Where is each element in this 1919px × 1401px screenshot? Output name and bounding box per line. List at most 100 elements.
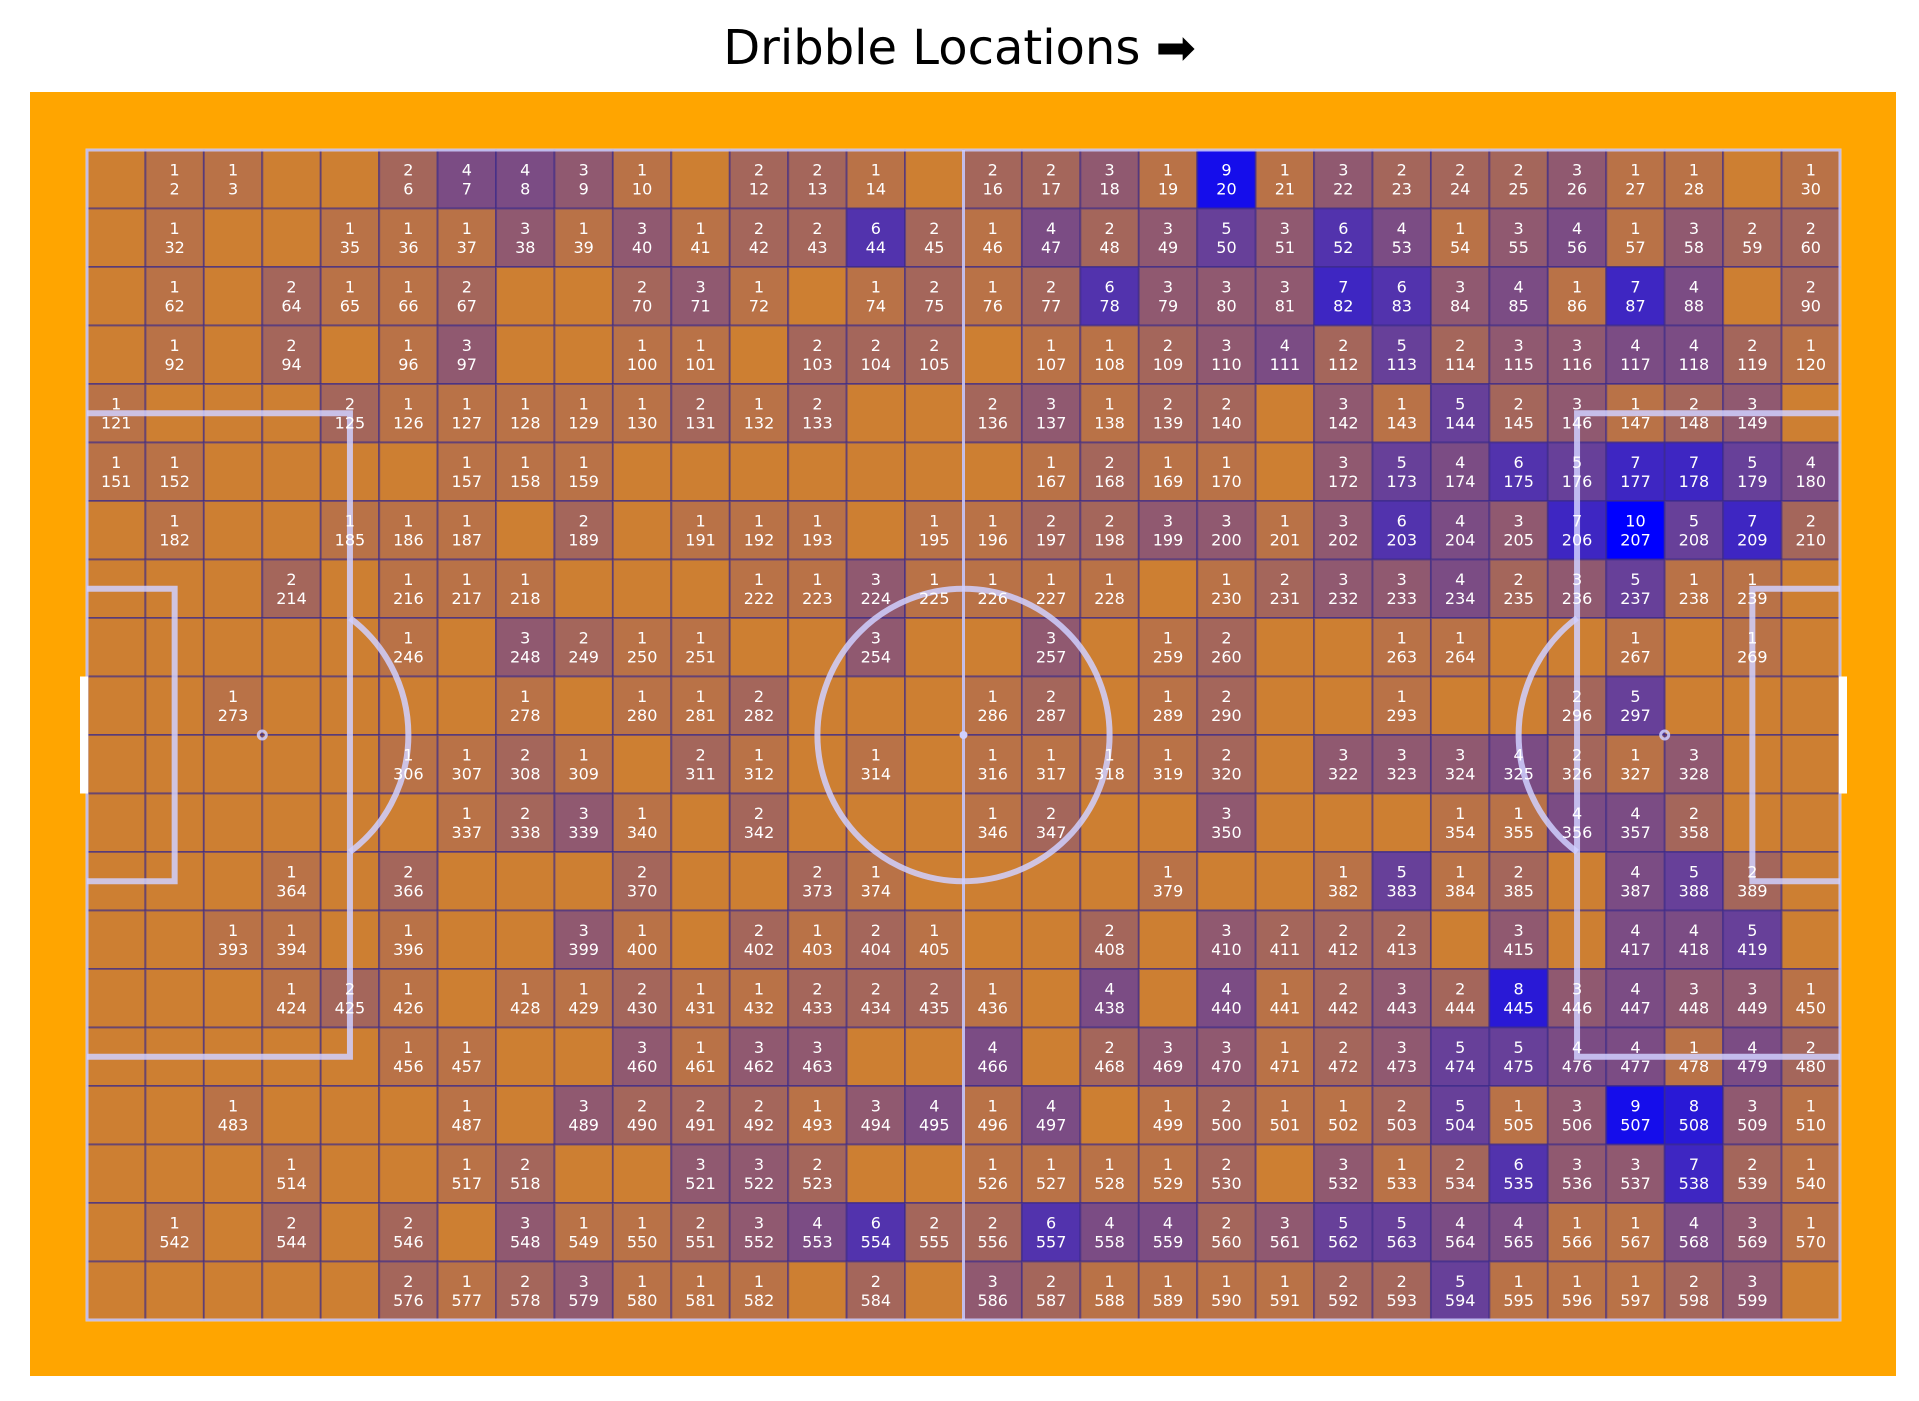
heatmap-cell	[847, 677, 905, 736]
cell-index-label: 411	[1270, 940, 1301, 959]
heatmap-cell	[262, 209, 320, 268]
cell-index-label: 290	[1211, 706, 1242, 725]
cell-count-label: 4	[1221, 979, 1231, 998]
heatmap-cell	[438, 911, 496, 970]
heatmap-cell	[87, 969, 145, 1028]
cell-index-label: 389	[1737, 881, 1768, 900]
cell-index-label: 30	[1801, 179, 1821, 198]
cell-index-label: 322	[1328, 764, 1359, 783]
cell-count-label: 3	[695, 1155, 705, 1174]
cell-count-label: 2	[695, 1096, 705, 1115]
cell-count-label: 2	[871, 979, 881, 998]
cell-count-label: 7	[1338, 277, 1348, 296]
cell-count-label: 4	[1747, 1038, 1757, 1057]
cell-index-label: 314	[861, 764, 892, 783]
cell-count-label: 1	[637, 921, 647, 940]
cell-index-label: 103	[802, 355, 833, 374]
cell-index-label: 328	[1679, 764, 1710, 783]
cell-index-label: 143	[1386, 413, 1417, 432]
cell-count-label: 4	[1689, 336, 1699, 355]
cell-count-label: 1	[1514, 804, 1524, 823]
cell-count-label: 3	[1163, 1038, 1173, 1057]
heatmap-cell	[730, 852, 788, 911]
cell-count-label: 2	[929, 277, 939, 296]
cell-count-label: 2	[1514, 394, 1524, 413]
cell-index-label: 568	[1679, 1232, 1710, 1251]
cell-index-label: 84	[1450, 296, 1470, 315]
cell-count-label: 2	[695, 1213, 705, 1232]
heatmap-cell	[87, 501, 145, 560]
cell-count-label: 3	[988, 1272, 998, 1291]
cell-count-label: 5	[1397, 453, 1407, 472]
cell-count-label: 2	[1338, 1272, 1348, 1291]
cell-index-label: 559	[1153, 1232, 1184, 1251]
cell-index-label: 293	[1386, 706, 1417, 725]
cell-index-label: 490	[627, 1115, 658, 1134]
cell-count-label: 1	[462, 1272, 472, 1291]
cell-index-label: 442	[1328, 998, 1359, 1017]
cell-index-label: 121	[101, 413, 132, 432]
cell-count-label: 4	[1630, 921, 1640, 940]
cell-count-label: 5	[1397, 336, 1407, 355]
cell-count-label: 4	[1689, 277, 1699, 296]
cell-count-label: 2	[1104, 511, 1114, 530]
cell-count-label: 1	[695, 511, 705, 530]
cell-index-label: 469	[1153, 1057, 1184, 1076]
cell-count-label: 3	[754, 1155, 764, 1174]
cell-index-label: 12	[749, 179, 769, 198]
cell-index-label: 40	[632, 238, 652, 257]
cell-index-label: 116	[1562, 355, 1593, 374]
cell-index-label: 178	[1679, 472, 1710, 491]
cell-index-label: 508	[1679, 1115, 1710, 1134]
cell-count-label: 3	[1280, 219, 1290, 238]
heatmap-cell	[204, 267, 262, 326]
cell-count-label: 1	[1163, 687, 1173, 706]
heatmap-cell	[204, 618, 262, 677]
cell-index-label: 599	[1737, 1291, 1768, 1310]
heatmap-cell	[379, 1145, 437, 1204]
cell-index-label: 494	[861, 1115, 892, 1134]
cell-count-label: 2	[520, 1155, 530, 1174]
cell-count-label: 9	[1630, 1096, 1640, 1115]
cell-index-label: 576	[393, 1291, 424, 1310]
cell-count-label: 3	[1338, 1155, 1348, 1174]
cell-count-label: 4	[1046, 1096, 1056, 1115]
cell-index-label: 419	[1737, 940, 1768, 959]
cell-count-label: 1	[754, 277, 764, 296]
cell-count-label: 1	[1572, 1213, 1582, 1232]
cell-index-label: 326	[1562, 764, 1593, 783]
cell-index-label: 587	[1036, 1291, 1067, 1310]
cell-index-label: 480	[1796, 1057, 1827, 1076]
cell-count-label: 1	[1280, 1096, 1290, 1115]
cell-index-label: 474	[1445, 1057, 1476, 1076]
cell-index-label: 466	[977, 1057, 1008, 1076]
cell-index-label: 535	[1503, 1174, 1534, 1193]
cell-count-label: 3	[871, 570, 881, 589]
cell-count-label: 2	[988, 1213, 998, 1232]
cell-count-label: 1	[988, 570, 998, 589]
cell-count-label: 1	[1689, 570, 1699, 589]
cell-count-label: 1	[1221, 570, 1231, 589]
heatmap-cell	[1314, 794, 1372, 853]
heatmap-cell	[847, 1145, 905, 1204]
cell-count-label: 3	[1338, 570, 1348, 589]
heatmap-cell	[1314, 618, 1372, 677]
cell-index-label: 74	[866, 296, 886, 315]
cell-index-label: 152	[159, 472, 190, 491]
cell-index-label: 594	[1445, 1291, 1476, 1310]
cell-count-label: 1	[462, 219, 472, 238]
cell-index-label: 169	[1153, 472, 1184, 491]
heatmap-cell	[262, 677, 320, 736]
cell-count-label: 2	[286, 1213, 296, 1232]
cell-count-label: 1	[1630, 394, 1640, 413]
cell-index-label: 197	[1036, 530, 1067, 549]
cell-count-label: 2	[1689, 1272, 1699, 1291]
cell-count-label: 3	[1163, 277, 1173, 296]
cell-index-label: 425	[335, 998, 366, 1017]
cell-index-label: 471	[1270, 1057, 1301, 1076]
cell-count-label: 6	[1514, 1155, 1524, 1174]
heatmap-cell	[847, 794, 905, 853]
cell-index-label: 203	[1386, 530, 1417, 549]
cell-index-label: 22	[1333, 179, 1353, 198]
